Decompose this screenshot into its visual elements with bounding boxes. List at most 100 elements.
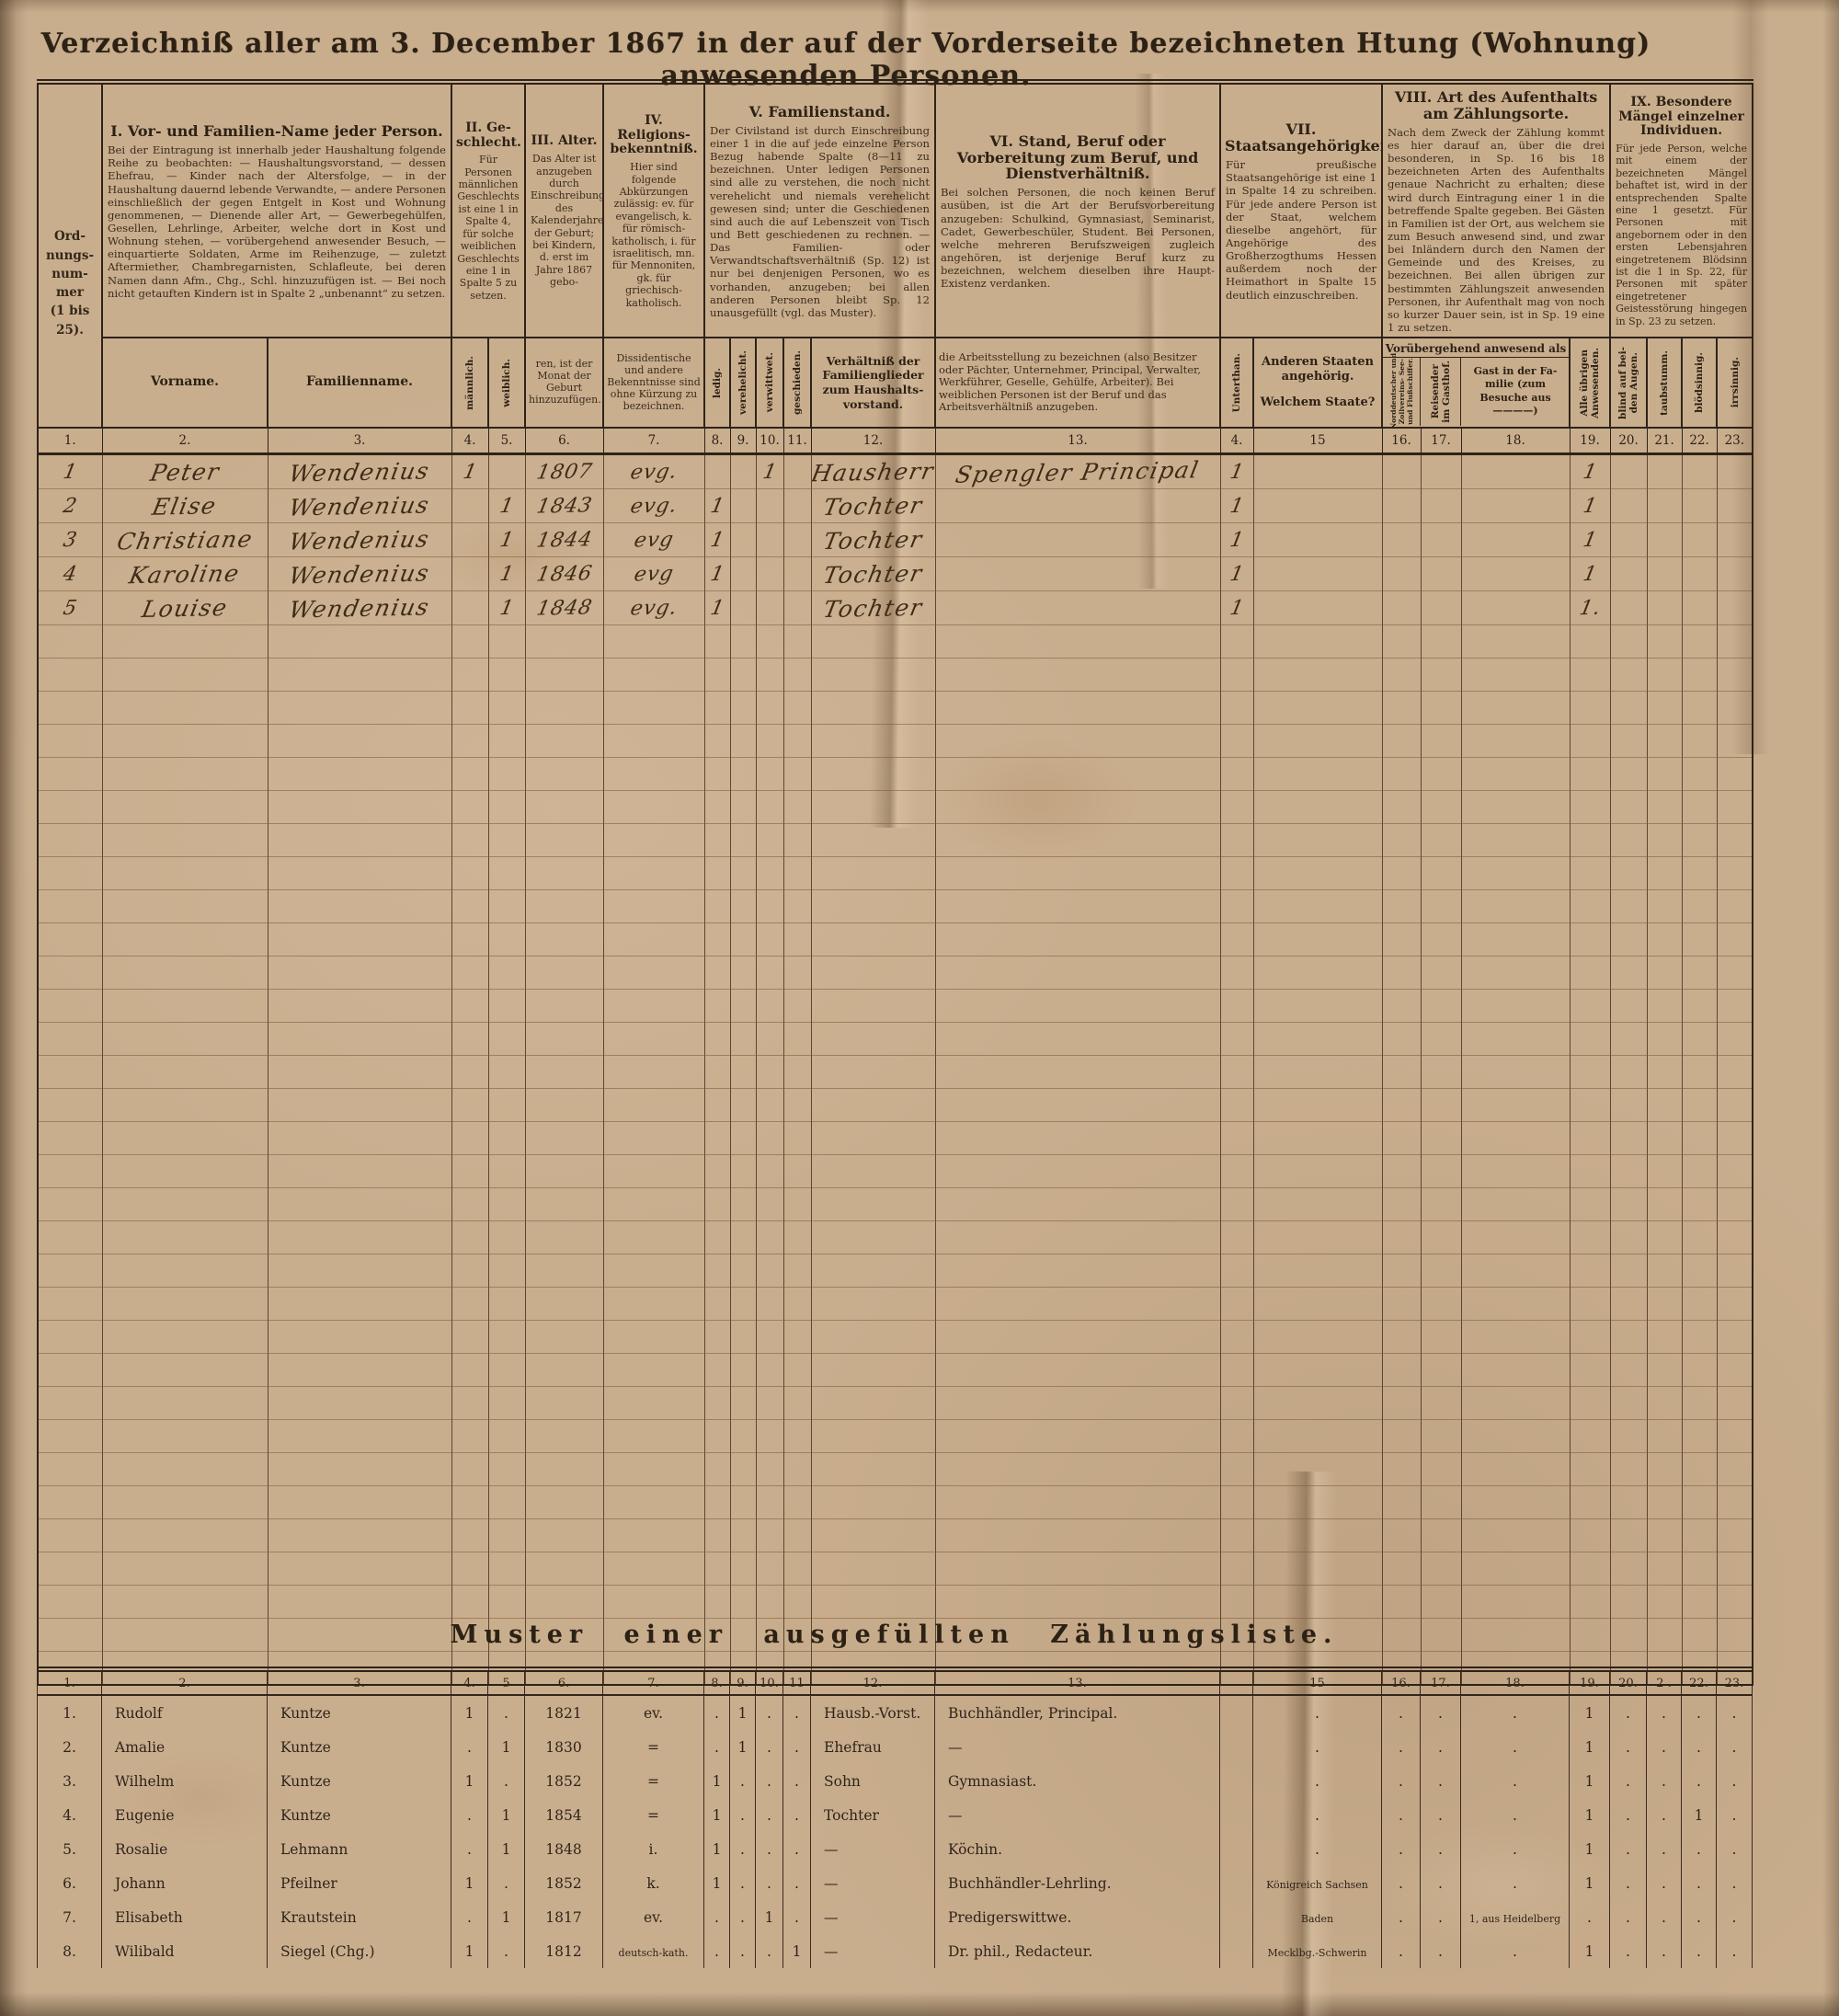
colhead-weiblich: weiblich. (487, 337, 527, 430)
blank-cell (729, 1254, 757, 1289)
colhead-verehelicht: verehelicht. (729, 337, 758, 430)
blank-rows (37, 624, 1753, 1686)
colnum: 18. (1460, 1669, 1570, 1696)
blank-cell (1420, 823, 1462, 858)
entry-cell-c21 (1646, 590, 1683, 626)
section-5-familienstand: V. Familienstand. Der Civilstand ist dur… (703, 80, 937, 339)
muster-cell-c15: . (1252, 1832, 1382, 1866)
blank-cell (37, 889, 103, 924)
blank-cell (810, 724, 936, 759)
muster-cell-nr: 8. (37, 1934, 102, 1968)
blank-cell (1609, 989, 1648, 1024)
blank-cell (729, 1187, 757, 1222)
entry-cell-m (451, 590, 489, 626)
muster-cell-c5: 1 (487, 1730, 525, 1764)
blank-cell (267, 1088, 452, 1123)
blank-cell (487, 724, 526, 759)
blank-cell (934, 1320, 1221, 1355)
muster-cell-c14 (1219, 1798, 1253, 1832)
blank-cell (524, 1419, 604, 1454)
blank-cell (524, 1320, 604, 1355)
entry-cell-verwittwet (755, 488, 784, 524)
blank-cell (267, 1187, 452, 1222)
muster-cell-c8: . (703, 1695, 730, 1730)
blank-cell (1716, 1452, 1753, 1487)
entry-cell-c17 (1420, 488, 1462, 524)
blank-cell (1646, 889, 1683, 924)
blank-cell (1420, 1618, 1462, 1653)
blank-cell (1252, 1485, 1383, 1520)
colhead-voruebergehend-gruppe: Vorübergehend anwesend als Norddeutscher… (1381, 337, 1571, 430)
muster-cell-c9: . (729, 1866, 756, 1900)
blank-cell (37, 989, 103, 1024)
blank-cell (1646, 1254, 1683, 1289)
muster-cell-c15: Baden (1252, 1900, 1382, 1934)
blank-cell (1646, 1187, 1683, 1222)
blank-cell (602, 1121, 705, 1156)
blank-cell (1609, 1552, 1648, 1586)
muster-row: 1. Rudolf Kuntze 1. 1821 ev.. 1.. Hausb.-Vorst.… (37, 1695, 1753, 1730)
blank-cell (810, 691, 936, 726)
colnum: 10. (755, 1669, 783, 1696)
blank-cell (1460, 1055, 1571, 1090)
blank-cell (755, 922, 784, 957)
blank-row (37, 790, 1753, 825)
entry-cell-c23 (1716, 453, 1753, 490)
muster-cell-c23: . (1716, 1695, 1753, 1730)
blank-cell (810, 1287, 936, 1322)
muster-cell-c9: . (729, 1764, 756, 1798)
blank-cell (524, 691, 604, 726)
blank-cell (1716, 1254, 1753, 1289)
muster-cell-c9: 1 (729, 1695, 756, 1730)
blank-cell (267, 1485, 452, 1520)
entry-cell-verehelicht (729, 556, 757, 592)
entry-cell-rel: evg (602, 556, 705, 592)
blank-cell (1609, 624, 1648, 659)
blank-cell (1420, 1055, 1462, 1090)
muster-cell-c13: Gymnasiast. (934, 1764, 1220, 1798)
blank-cell (101, 1419, 268, 1454)
entry-cell-verehelicht (729, 590, 757, 626)
entry-cell-verwittwet (755, 556, 784, 592)
blank-cell (1569, 1220, 1611, 1255)
muster-cell-c14 (1219, 1900, 1253, 1934)
blank-row (37, 1419, 1753, 1454)
blank-cell (703, 956, 731, 991)
blank-cell (487, 1585, 526, 1620)
muster-cell-c5: . (487, 1934, 525, 1968)
colnum: 7. (602, 427, 705, 456)
blank-cell (703, 757, 731, 792)
entry-cell-verwittwet (755, 590, 784, 626)
muster-cell-name: Kuntze (267, 1695, 451, 1730)
blank-cell (782, 724, 812, 759)
entry-cell-verehelicht (729, 488, 757, 524)
muster-cell-c7: ev. (602, 1900, 704, 1934)
blank-cell (755, 1055, 784, 1090)
blank-cell (487, 658, 526, 693)
blank-cell (1219, 956, 1254, 991)
blank-cell (451, 1088, 489, 1123)
blank-cell (755, 691, 784, 726)
entry-cell-c23 (1716, 522, 1753, 558)
blank-cell (1252, 658, 1383, 693)
colnum: 9. (729, 1669, 756, 1696)
blank-cell (1219, 1287, 1254, 1322)
blank-cell (755, 989, 784, 1024)
blank-cell (934, 823, 1221, 858)
blank-cell (782, 1088, 812, 1123)
colnum: 23. (1716, 427, 1753, 456)
colnum: 15 (1252, 1669, 1382, 1696)
blank-cell (1716, 1518, 1753, 1553)
entry-cell-geschieden (782, 590, 812, 626)
blank-cell (1716, 1187, 1753, 1222)
blank-cell (101, 1287, 268, 1322)
blank-cell (451, 757, 489, 792)
entry-cell-c16 (1381, 453, 1422, 490)
entry-cell-c20 (1609, 488, 1648, 524)
blank-cell (451, 1386, 489, 1421)
blank-cell (1460, 1088, 1571, 1123)
entry-cell-familienname: Wendenius (267, 556, 452, 592)
blank-cell (703, 1088, 731, 1123)
blank-cell (703, 1320, 731, 1355)
blank-cell (267, 624, 452, 659)
